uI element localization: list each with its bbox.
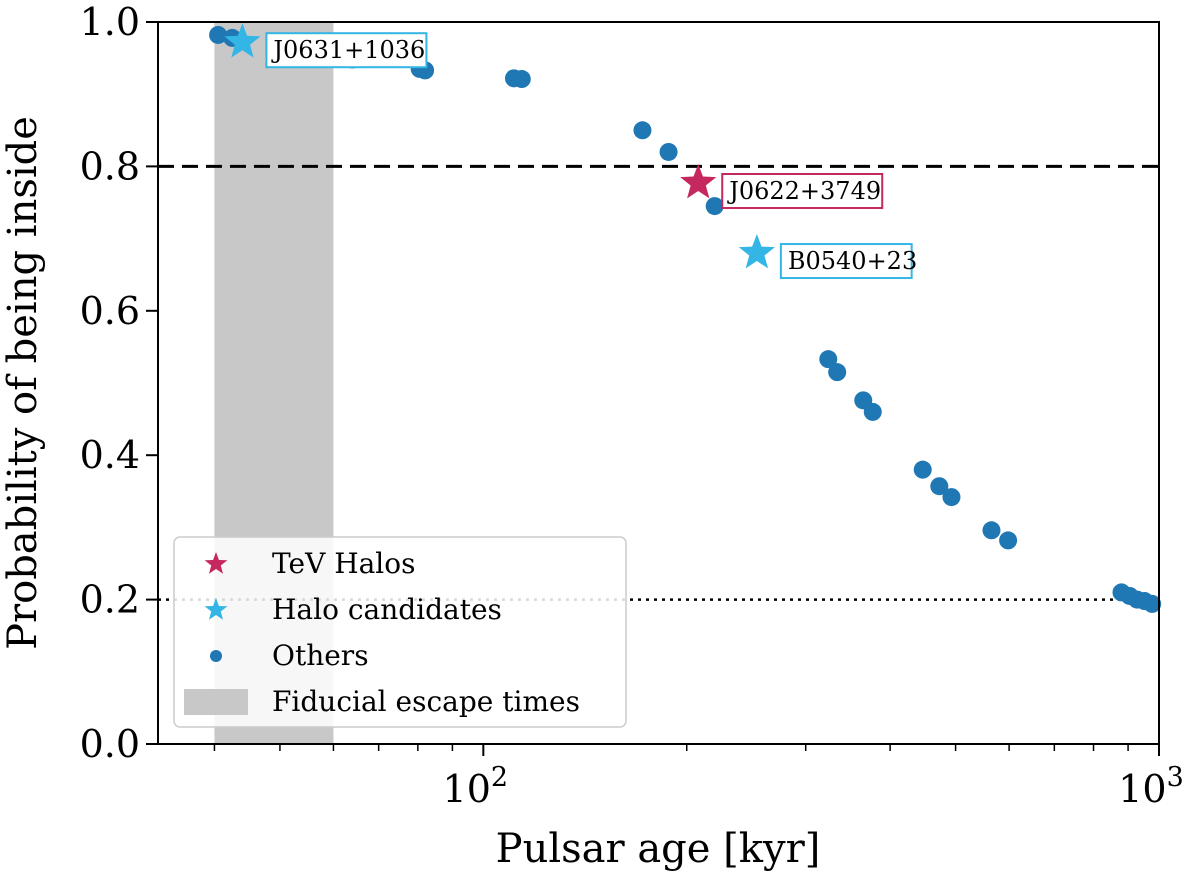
y-tick-label: 0.8 bbox=[80, 144, 140, 188]
legend-frame bbox=[173, 536, 627, 728]
data-point-others bbox=[819, 350, 838, 369]
data-point-others bbox=[1143, 594, 1162, 613]
y-tick-label: 0.6 bbox=[80, 289, 140, 333]
data-point-tev-halos bbox=[680, 164, 717, 199]
x-ticks-layer: 102 103 bbox=[443, 744, 1184, 811]
data-point-others bbox=[828, 363, 847, 382]
x-tick-exponent: 3 bbox=[1167, 762, 1184, 793]
data-points-layer bbox=[209, 23, 1162, 613]
minor-ticks-layer bbox=[213, 744, 1129, 751]
data-point-halo-candidates bbox=[738, 234, 775, 269]
data-point-others bbox=[999, 531, 1018, 550]
data-point-others bbox=[705, 197, 724, 216]
annotation-label: B0540+23 bbox=[788, 247, 917, 275]
data-point-others bbox=[930, 477, 949, 496]
legend-marker-patch bbox=[184, 689, 248, 715]
data-point-others bbox=[942, 488, 961, 507]
y-axis-label: Probability of being inside bbox=[0, 116, 46, 650]
annotation-label: J0622+3749 bbox=[726, 177, 881, 205]
x-tick-label: 102 bbox=[443, 762, 509, 811]
legend-entry-label: TeV Halos bbox=[272, 547, 416, 580]
data-point-others bbox=[863, 402, 882, 421]
legend-entry-label: Halo candidates bbox=[272, 593, 502, 626]
y-tick-label: 0.4 bbox=[80, 433, 140, 477]
plot-frame bbox=[157, 21, 1160, 745]
x-axis-label: Pulsar age [kyr] bbox=[496, 826, 821, 872]
x-tick-label: 103 bbox=[1118, 762, 1184, 811]
legend-marker-circle bbox=[210, 650, 222, 662]
y-ticks-layer: 0.0 0.2 0.4 0.6 0.8 1.0 bbox=[80, 0, 158, 766]
x-tick-base: 10 bbox=[443, 767, 491, 811]
data-point-others bbox=[209, 25, 228, 44]
legend-marker-star bbox=[204, 552, 228, 574]
annotation-label: J0631+1036 bbox=[270, 36, 425, 64]
y-tick-label: 1.0 bbox=[80, 0, 140, 44]
annotation-box bbox=[779, 243, 913, 280]
data-point-others bbox=[982, 521, 1001, 540]
data-point-others bbox=[913, 460, 932, 479]
annotation-box bbox=[721, 173, 884, 210]
x-tick-base: 10 bbox=[1118, 767, 1166, 811]
legend-entry-label: Fiducial escape times bbox=[272, 685, 580, 718]
y-tick-label: 0.0 bbox=[80, 722, 140, 766]
annotations-layer: J0631+1036 B0540+23 J0622+3749 bbox=[265, 32, 917, 280]
data-point-others bbox=[659, 142, 678, 161]
legend-entry-label: Others bbox=[272, 639, 369, 672]
y-tick-label: 0.2 bbox=[80, 578, 140, 622]
data-point-others bbox=[512, 70, 531, 89]
data-point-others bbox=[633, 121, 652, 140]
reference-lines-layer bbox=[158, 164, 1159, 601]
annotation-box bbox=[265, 32, 428, 69]
legend-marker-star bbox=[204, 598, 228, 620]
x-tick-exponent: 2 bbox=[491, 762, 508, 793]
legend: TeV Halos Halo candidates Others Fiducial e… bbox=[173, 536, 627, 728]
data-point-halo-candidates bbox=[224, 23, 261, 58]
